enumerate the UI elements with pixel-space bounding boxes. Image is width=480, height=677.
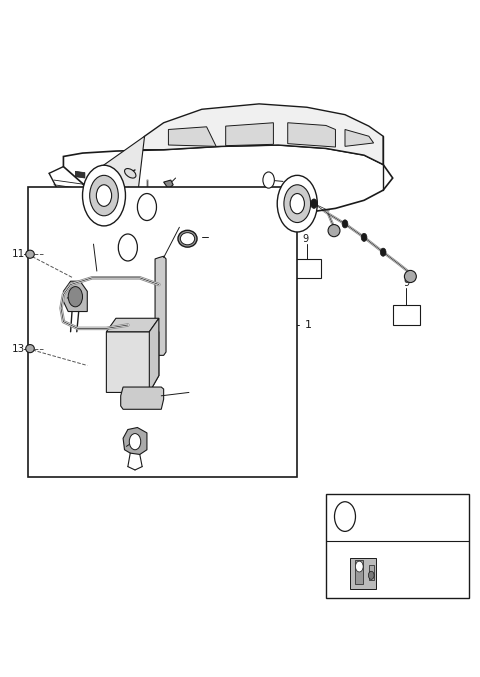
Text: 13: 13 xyxy=(12,344,25,353)
Circle shape xyxy=(68,286,83,307)
Polygon shape xyxy=(288,123,336,147)
Ellipse shape xyxy=(405,270,416,282)
Ellipse shape xyxy=(178,230,197,247)
Text: 1: 1 xyxy=(305,320,312,330)
Polygon shape xyxy=(107,318,159,332)
Ellipse shape xyxy=(26,345,34,353)
Polygon shape xyxy=(164,180,173,189)
Circle shape xyxy=(96,185,112,206)
Bar xyxy=(350,559,376,589)
Circle shape xyxy=(342,220,348,228)
Ellipse shape xyxy=(124,169,136,178)
Text: 4: 4 xyxy=(58,293,64,303)
Circle shape xyxy=(263,172,275,188)
Circle shape xyxy=(290,194,304,214)
Ellipse shape xyxy=(180,233,195,245)
Text: 14: 14 xyxy=(300,263,312,273)
Polygon shape xyxy=(149,318,159,393)
Text: 2: 2 xyxy=(185,222,192,232)
Circle shape xyxy=(284,185,311,223)
Bar xyxy=(28,187,297,477)
Polygon shape xyxy=(135,104,383,165)
Text: a: a xyxy=(342,512,348,521)
Circle shape xyxy=(380,248,386,257)
Bar xyxy=(369,565,373,580)
Circle shape xyxy=(277,175,317,232)
Bar xyxy=(295,259,321,278)
Text: 5: 5 xyxy=(99,198,106,209)
Circle shape xyxy=(361,234,367,242)
Text: 9: 9 xyxy=(403,278,409,288)
Circle shape xyxy=(368,571,374,580)
Text: 14: 14 xyxy=(396,310,409,320)
Polygon shape xyxy=(123,427,147,454)
Bar xyxy=(326,494,469,598)
Ellipse shape xyxy=(26,250,34,258)
Circle shape xyxy=(118,234,137,261)
Ellipse shape xyxy=(328,225,340,237)
Text: 12: 12 xyxy=(362,512,376,521)
Polygon shape xyxy=(226,123,274,146)
Polygon shape xyxy=(345,129,373,146)
Text: 8: 8 xyxy=(209,232,215,242)
Text: 7: 7 xyxy=(195,387,201,397)
Circle shape xyxy=(129,433,141,450)
Text: 6: 6 xyxy=(130,448,137,458)
Bar xyxy=(90,195,94,207)
Text: a: a xyxy=(125,243,131,252)
Polygon shape xyxy=(107,332,159,393)
Bar xyxy=(355,561,363,584)
Polygon shape xyxy=(75,171,85,178)
Text: 9: 9 xyxy=(303,234,309,244)
Bar xyxy=(393,305,420,325)
Circle shape xyxy=(137,194,156,221)
Polygon shape xyxy=(155,257,166,355)
Text: 11: 11 xyxy=(12,249,25,259)
Polygon shape xyxy=(63,145,393,221)
Circle shape xyxy=(83,165,125,226)
Polygon shape xyxy=(120,387,164,410)
Circle shape xyxy=(356,561,363,572)
Circle shape xyxy=(311,199,317,209)
Polygon shape xyxy=(168,127,216,146)
Text: 10: 10 xyxy=(177,172,189,181)
Text: 3: 3 xyxy=(85,239,92,249)
Polygon shape xyxy=(63,281,87,311)
Text: a: a xyxy=(144,202,149,211)
Polygon shape xyxy=(87,136,144,217)
Circle shape xyxy=(335,502,356,531)
Circle shape xyxy=(90,175,118,216)
